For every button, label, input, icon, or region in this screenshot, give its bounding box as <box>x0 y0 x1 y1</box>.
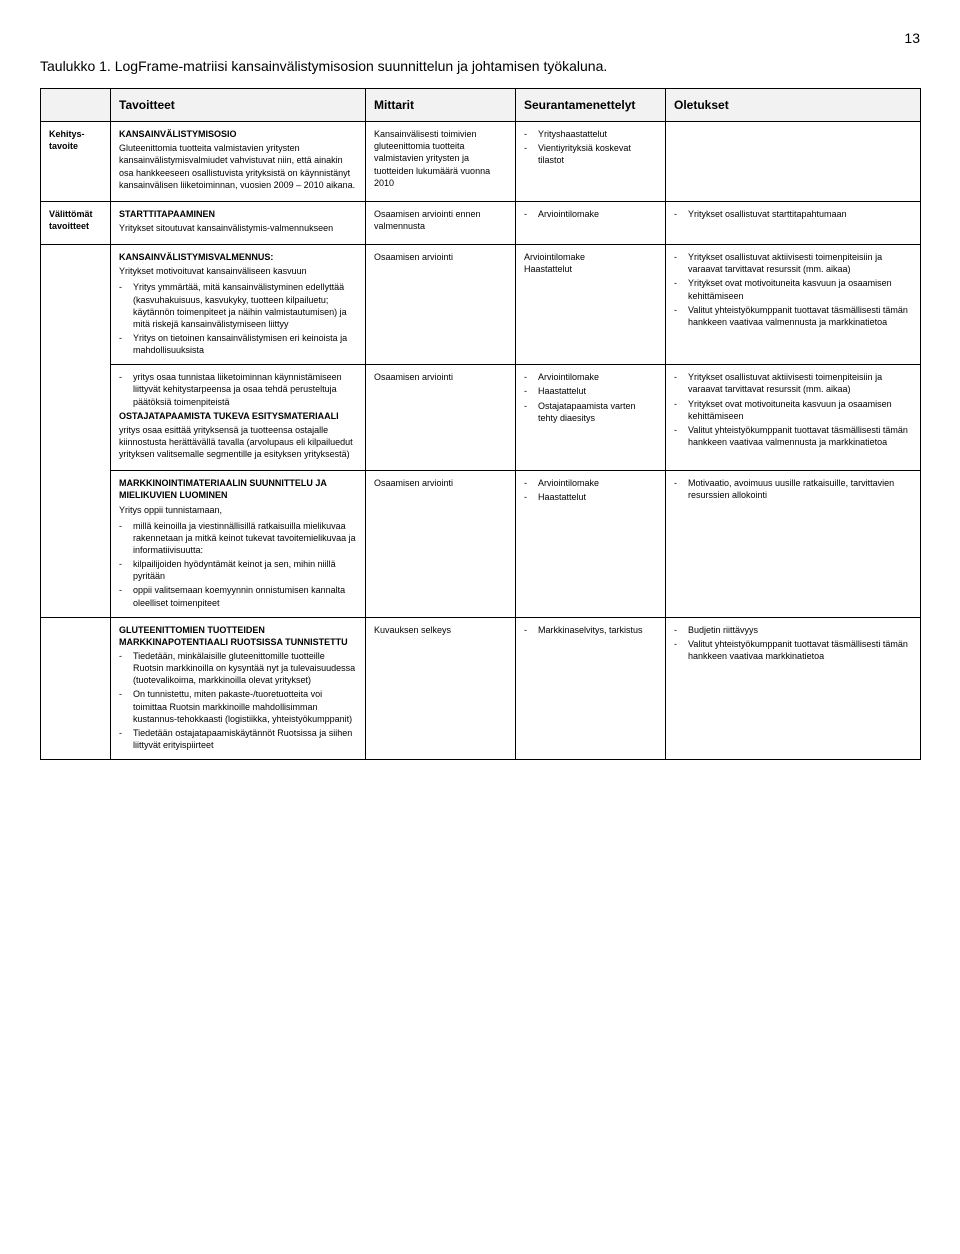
r6-c-0: Markkinaselvitys, tarkistus <box>538 624 657 636</box>
r4-a-head: OSTAJATAPAAMISTA TUKEVA ESITYSMATERIAALI <box>119 410 357 422</box>
r3-b: Osaamisen arviointi <box>366 245 516 365</box>
r3-d: Yritykset osallistuvat aktiivisesti toim… <box>666 245 921 365</box>
r4-d-0: Yritykset osallistuvat aktiivisesti toim… <box>688 371 912 395</box>
r4-c-1: Haastattelut <box>538 385 657 397</box>
r1-c-0: Yrityshaastattelut <box>538 128 657 140</box>
r3-d-2: Valitut yhteistyökumppanit tuottavat täs… <box>688 304 912 328</box>
r4-c-2: Ostajatapaamista varten tehty diaesitys <box>538 400 657 424</box>
r1-a-head: KANSAINVÄLISTYMISOSIO <box>119 128 357 140</box>
r5-b: Osaamisen arviointi <box>366 471 516 617</box>
th-oletukset: Oletukset <box>666 89 921 122</box>
th-mittarit: Mittarit <box>366 89 516 122</box>
r5-a-2: oppii valitsemaan koemyynnin onnistumise… <box>133 584 357 608</box>
r2-b: Osaamisen arviointi ennen valmennusta <box>366 201 516 244</box>
r2-label: Välittömät tavoitteet <box>41 201 111 244</box>
r5-a: MARKKINOINTIMATERIAALIN SUUNNITTELU JA M… <box>111 471 366 617</box>
r5-c-1: Haastattelut <box>538 491 657 503</box>
r5-c-0: Arviointilomake <box>538 477 657 489</box>
r6-a: GLUTEENITTOMIEN TUOTTEIDEN MARKKINAPOTEN… <box>111 617 366 759</box>
r5-d: Motivaatio, avoimuus uusille ratkaisuill… <box>666 471 921 617</box>
r3-a-1: Yritys on tietoinen kansainvälistymisen … <box>133 332 357 356</box>
doc-title: Taulukko 1. LogFrame-matriisi kansainväl… <box>40 58 920 74</box>
r3-a-intro: Yritykset motivoituvat kansainväliseen k… <box>119 265 357 277</box>
r2-d-0: Yritykset osallistuvat starttitapahtumaa… <box>688 208 912 220</box>
r3-c: Arviointilomake Haastattelut <box>516 245 666 365</box>
r5-d-0: Motivaatio, avoimuus uusille ratkaisuill… <box>688 477 912 501</box>
r2-a-head: STARTTITAPAAMINEN <box>119 208 357 220</box>
page-number: 13 <box>40 30 920 46</box>
r4-a: yritys osaa tunnistaa liiketoiminnan käy… <box>111 365 366 471</box>
r4-d-1: Yritykset ovat motivoituneita kasvuun ja… <box>688 398 912 422</box>
r1-c-1: Vientiyrityksiä koskevat tilastot <box>538 142 657 166</box>
r3-a-head: KANSAINVÄLISTYMISVALMENNUS: <box>119 251 357 263</box>
r1-a: KANSAINVÄLISTYMISOSIO Gluteenittomia tuo… <box>111 122 366 202</box>
r6-b: Kuvauksen selkeys <box>366 617 516 759</box>
r6-label <box>41 617 111 759</box>
r6-a-2: Tiedetään ostajatapaamiskäytännöt Ruotsi… <box>133 727 357 751</box>
r1-label: Kehitys-tavoite <box>41 122 111 202</box>
r5-a-0: millä keinoilla ja viestinnällisillä rat… <box>133 520 357 556</box>
r4-d: Yritykset osallistuvat aktiivisesti toim… <box>666 365 921 471</box>
th-tavoitteet: Tavoitteet <box>111 89 366 122</box>
r4-b: Osaamisen arviointi <box>366 365 516 471</box>
r1-c: Yrityshaastattelut Vientiyrityksiä koske… <box>516 122 666 202</box>
r6-a-0: Tiedetään, minkälaisille gluteenittomill… <box>133 650 357 686</box>
r6-a-1: On tunnistettu, miten pakaste-/tuoretuot… <box>133 688 357 724</box>
r2-a: STARTTITAPAAMINEN Yritykset sitoutuvat k… <box>111 201 366 244</box>
r1-a-body: Gluteenittomia tuotteita valmistavien yr… <box>119 142 357 191</box>
r2-a-body: Yritykset sitoutuvat kansainvälistymis-v… <box>119 222 357 234</box>
r6-d: Budjetin riittävyys Valitut yhteistyökum… <box>666 617 921 759</box>
r3-a-0: Yritys ymmärtää, mitä kansainvälistymine… <box>133 281 357 330</box>
r4-c: Arviointilomake Haastattelut Ostajatapaa… <box>516 365 666 471</box>
r2-c-0: Arviointilomake <box>538 208 657 220</box>
r5-a-1: kilpailijoiden hyödyntämät keinot ja sen… <box>133 558 357 582</box>
r1-d <box>666 122 921 202</box>
r6-d-0: Budjetin riittävyys <box>688 624 912 636</box>
r6-a-head: GLUTEENITTOMIEN TUOTTEIDEN MARKKINAPOTEN… <box>119 624 357 648</box>
r5-a-head: MARKKINOINTIMATERIAALIN SUUNNITTELU JA M… <box>119 477 357 501</box>
r4-pre-0: yritys osaa tunnistaa liiketoiminnan käy… <box>133 371 357 407</box>
r3-d-0: Yritykset osallistuvat aktiivisesti toim… <box>688 251 912 275</box>
r4-a-body: yritys osaa esittää yrityksensä ja tuott… <box>119 424 357 460</box>
r2-d: Yritykset osallistuvat starttitapahtumaa… <box>666 201 921 244</box>
r1-b: Kansainvälisesti toimivien gluteenittomi… <box>366 122 516 202</box>
r6-c: Markkinaselvitys, tarkistus <box>516 617 666 759</box>
r4-d-2: Valitut yhteistyökumppanit tuottavat täs… <box>688 424 912 448</box>
r4-c-0: Arviointilomake <box>538 371 657 383</box>
logframe-table: Tavoitteet Mittarit Seurantamenettelyt O… <box>40 88 921 760</box>
r3-a: KANSAINVÄLISTYMISVALMENNUS: Yritykset mo… <box>111 245 366 365</box>
r3-d-1: Yritykset ovat motivoituneita kasvuun ja… <box>688 277 912 301</box>
r2-c: Arviointilomake <box>516 201 666 244</box>
th-seuranta: Seurantamenettelyt <box>516 89 666 122</box>
r6-d-1: Valitut yhteistyökumppanit tuottavat täs… <box>688 638 912 662</box>
r5-a-intro: Yritys oppii tunnistamaan, <box>119 504 357 516</box>
th-blank <box>41 89 111 122</box>
r3-label <box>41 245 111 618</box>
r5-c: Arviointilomake Haastattelut <box>516 471 666 617</box>
